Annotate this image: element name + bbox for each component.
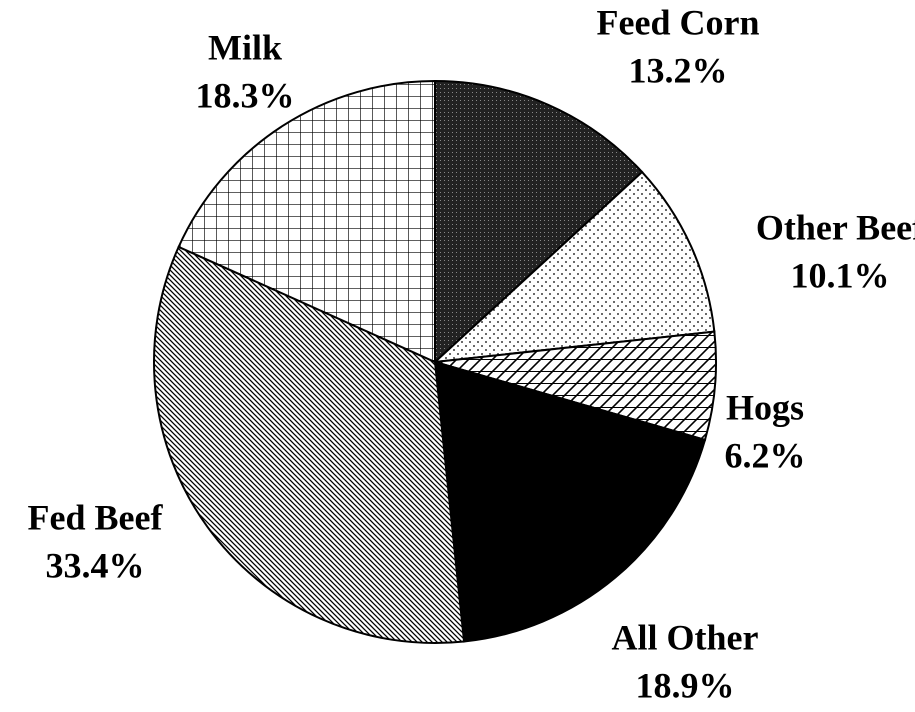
slice-value-label: 33.4%: [46, 545, 145, 585]
pie-slice: [432, 170, 716, 364]
slice-label: Fed Beef: [28, 497, 164, 537]
slice-label: All Other: [612, 617, 759, 657]
pie-slice: [434, 79, 644, 365]
slice-label: Hogs: [726, 387, 804, 427]
slice-value-label: 13.2%: [629, 50, 728, 90]
slice-label: Feed Corn: [597, 2, 760, 42]
slice-label: Other Beef: [756, 207, 915, 247]
slice-value-label: 18.3%: [196, 75, 295, 115]
slice-value-label: 6.2%: [725, 435, 806, 475]
pie-slice: [177, 79, 436, 364]
slice-label: Milk: [208, 27, 282, 67]
slice-value-label: 10.1%: [791, 255, 890, 295]
pie-slice: [153, 245, 466, 644]
slice-value-label: 18.9%: [636, 665, 735, 705]
pie-slice: [433, 360, 707, 643]
